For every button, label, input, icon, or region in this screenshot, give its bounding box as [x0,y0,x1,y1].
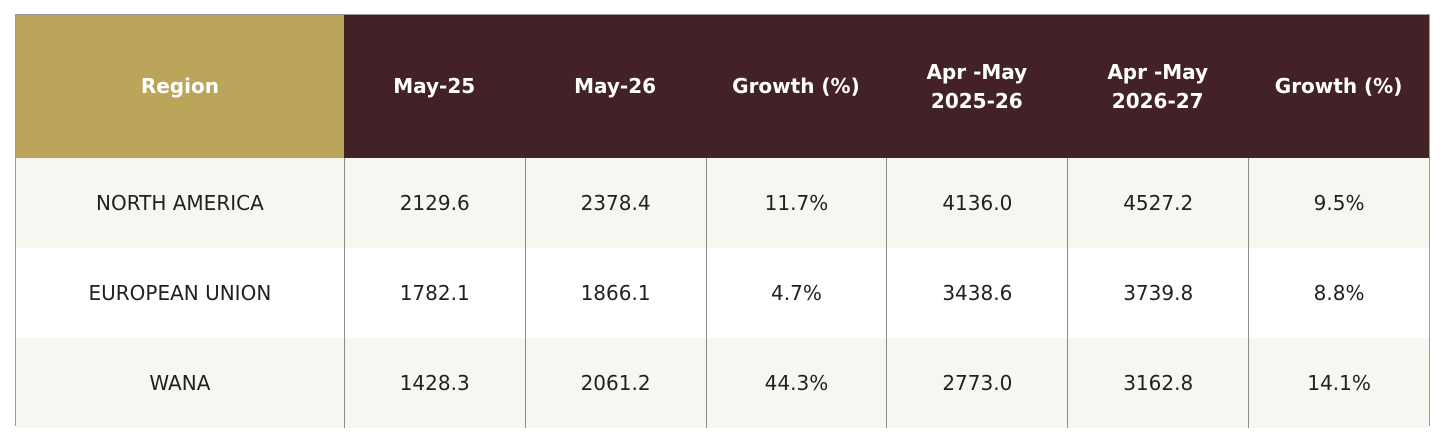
value-cell: 11.7% [705,158,887,248]
header-cell: Region [16,15,344,158]
header-cell: May-26 [524,15,706,158]
header-cell: Growth (%) [705,15,887,158]
value-cell: 1866.1 [524,248,706,338]
value-cell: 2061.2 [524,338,706,428]
value-cell: 1782.1 [343,248,525,338]
value-cell: 14.1% [1248,338,1429,428]
value-cell: 8.8% [1248,248,1429,338]
value-cell: 4527.2 [1067,158,1248,248]
value-cell: 1428.3 [343,338,525,428]
table-row: NORTH AMERICA 2129.6 2378.4 11.7% 4136.0 4527… [16,158,1429,248]
value-cell: 2378.4 [524,158,706,248]
value-cell: 4.7% [705,248,887,338]
value-cell: 4136.0 [886,158,1067,248]
value-cell: 3438.6 [886,248,1067,338]
value-cell: 44.3% [705,338,887,428]
header-cell: Apr -May 2026-27 [1067,15,1249,158]
table-row: WANA 1428.3 2061.2 44.3% 2773.0 3162.8 14.1% [16,338,1429,428]
value-cell: 3739.8 [1067,248,1248,338]
region-cell: WANA [149,371,211,395]
region-cell: EUROPEAN UNION [88,281,272,305]
header-cell: Growth (%) [1248,15,1430,158]
region-cell: NORTH AMERICA [95,191,264,215]
value-cell: 2773.0 [886,338,1067,428]
value-cell: 3162.8 [1067,338,1248,428]
value-cell: 2129.6 [343,158,525,248]
table: Region May-25 May-26 Growth (%) Apr -May 202… [15,14,1430,428]
header-cell: Apr -May 2025-26 [886,15,1068,158]
header-row: Region May-25 May-26 Growth (%) Apr -May 202… [16,15,1430,158]
header-cell: May-25 [343,15,525,158]
value-cell: 9.5% [1248,158,1429,248]
table-row: EUROPEAN UNION 1782.1 1866.1 4.7% 3438.6 3739… [16,248,1429,338]
